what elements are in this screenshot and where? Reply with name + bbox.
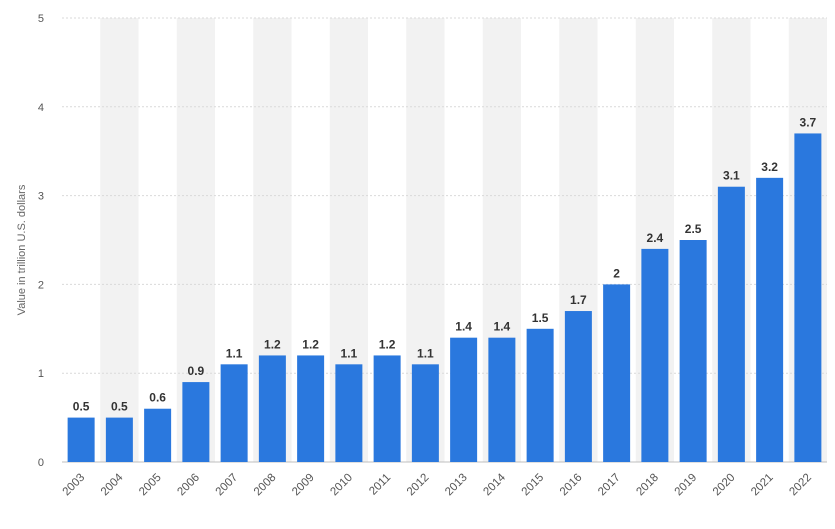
bar[interactable] (679, 240, 707, 462)
bar[interactable] (717, 186, 745, 462)
data-label: 1.1 (226, 346, 243, 360)
x-tick-label: 2022 (787, 472, 814, 499)
data-label: 1.2 (302, 337, 319, 351)
x-tick-label: 2009 (290, 472, 317, 499)
data-label: 2.4 (647, 231, 664, 245)
bar[interactable] (67, 417, 95, 462)
bar[interactable] (756, 177, 784, 462)
bar[interactable] (297, 355, 325, 462)
bar[interactable] (488, 337, 516, 462)
y-tick-label: 0 (38, 457, 44, 469)
x-tick-label: 2013 (443, 472, 470, 499)
x-tick-label: 2021 (749, 472, 776, 499)
bar[interactable] (373, 355, 401, 462)
x-tick-label: 2019 (673, 472, 700, 499)
data-label: 1.2 (264, 337, 281, 351)
x-tick-label: 2005 (137, 472, 164, 499)
x-tick-label: 2010 (328, 472, 355, 499)
y-tick-label: 4 (38, 102, 44, 114)
data-label: 1.4 (494, 320, 511, 334)
bar[interactable] (641, 248, 669, 462)
bar[interactable] (182, 382, 210, 462)
bar[interactable] (220, 364, 248, 462)
bar[interactable] (411, 364, 439, 462)
x-tick-label: 2003 (61, 472, 88, 499)
x-tick-label: 2016 (558, 472, 585, 499)
x-tick-label: 2011 (367, 472, 393, 498)
x-tick-label: 2012 (405, 472, 432, 499)
data-label: 3.1 (723, 169, 740, 183)
data-label: 1.5 (532, 311, 549, 325)
x-tick-label: 2006 (175, 472, 202, 499)
column-band (100, 18, 139, 462)
x-tick-label: 2007 (214, 472, 241, 499)
bar[interactable] (105, 417, 133, 462)
y-tick-label: 1 (38, 368, 44, 380)
bar[interactable] (144, 408, 172, 462)
x-tick-label: 2017 (596, 472, 623, 499)
x-tick-label: 2004 (99, 471, 126, 498)
y-axis-label: Value in trillion U.S. dollars (16, 184, 28, 315)
data-label: 1.1 (341, 346, 358, 360)
x-tick-label: 2014 (481, 471, 508, 498)
y-tick-label: 2 (38, 279, 44, 291)
data-label: 3.2 (761, 160, 778, 174)
bars (67, 133, 822, 462)
data-label: 1.1 (417, 346, 434, 360)
bar[interactable] (258, 355, 286, 462)
data-label: 0.6 (149, 391, 166, 405)
data-label: 3.7 (800, 115, 817, 129)
data-label: 0.5 (111, 400, 128, 414)
data-labels: 0.5 0.5 0.6 0.9 1.1 1.2 1.2 1.1 1.2 1.1 1.4 1.4 1.5 1… (73, 115, 817, 413)
x-tick-label: 2018 (634, 472, 661, 499)
y-tick-label: 5 (38, 13, 44, 25)
x-tick-label: 2020 (711, 472, 738, 499)
bar[interactable] (450, 337, 478, 462)
x-axis-ticks: 2003 2004 2005 2006 2007 2008 2009 2010 2011 2012… (61, 471, 814, 498)
data-label: 0.5 (73, 400, 90, 414)
bar[interactable] (603, 284, 631, 462)
data-label: 0.9 (188, 364, 205, 378)
bar[interactable] (526, 328, 554, 462)
data-label: 1.7 (570, 293, 587, 307)
bar[interactable] (564, 311, 592, 462)
y-tick-label: 3 (38, 191, 44, 203)
data-label: 1.2 (379, 337, 396, 351)
bar[interactable] (794, 133, 822, 462)
bar[interactable] (335, 364, 363, 462)
y-axis-ticks: 0 1 2 3 4 5 (38, 13, 44, 469)
data-label: 2 (613, 266, 620, 280)
data-label: 1.4 (455, 320, 472, 334)
data-label: 2.5 (685, 222, 702, 236)
x-tick-label: 2015 (520, 472, 547, 499)
x-tick-label: 2008 (252, 472, 279, 499)
